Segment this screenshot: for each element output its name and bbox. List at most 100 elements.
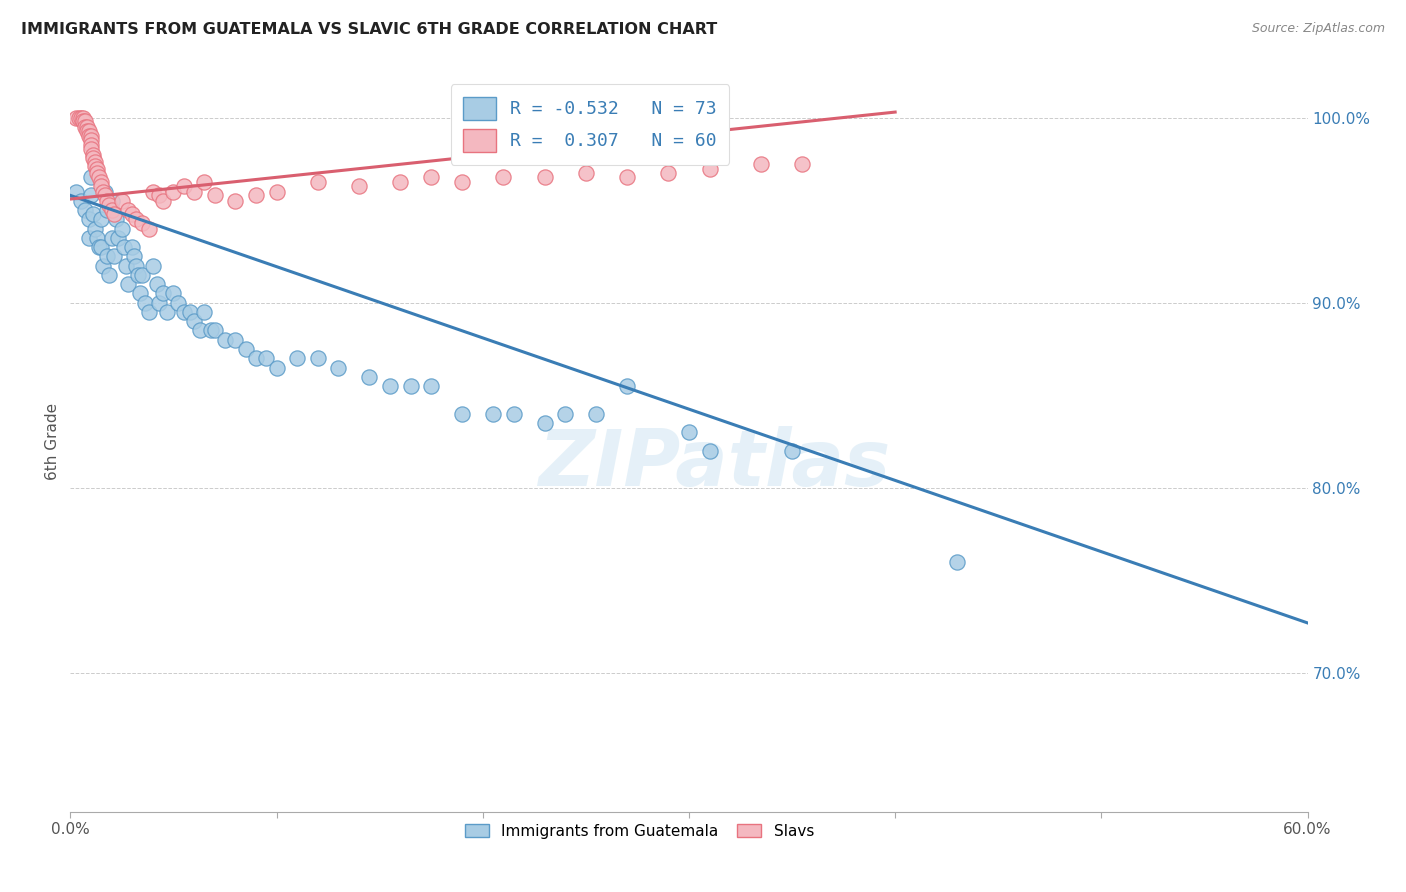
- Point: [183, 185, 205, 199]
- Point: [69, 194, 91, 208]
- Point: [76, 120, 98, 134]
- Point: [90, 212, 112, 227]
- Point: [80, 169, 103, 184]
- Point: [104, 212, 127, 227]
- Point: [91, 259, 114, 273]
- Point: [616, 169, 638, 184]
- Point: [451, 175, 474, 190]
- Point: [82, 147, 104, 161]
- Point: [451, 407, 474, 421]
- Point: [946, 555, 969, 569]
- Point: [125, 212, 148, 227]
- Point: [749, 157, 772, 171]
- Point: [193, 175, 215, 190]
- Point: [125, 259, 148, 273]
- Point: [245, 188, 267, 202]
- Point: [84, 159, 107, 173]
- Point: [77, 231, 100, 245]
- Point: [117, 203, 139, 218]
- Point: [148, 295, 170, 310]
- Point: [77, 212, 100, 227]
- Point: [100, 203, 122, 218]
- Point: [378, 379, 401, 393]
- Point: [77, 123, 100, 137]
- Point: [183, 314, 205, 328]
- Point: [179, 305, 201, 319]
- Point: [162, 286, 184, 301]
- Point: [131, 268, 153, 282]
- Point: [96, 249, 118, 263]
- Point: [188, 323, 211, 337]
- Point: [266, 360, 288, 375]
- Point: [399, 379, 422, 393]
- Point: [67, 111, 90, 125]
- Point: [138, 305, 160, 319]
- Point: [73, 114, 96, 128]
- Point: [389, 175, 412, 190]
- Point: [82, 152, 104, 166]
- Point: [72, 114, 94, 128]
- Point: [121, 240, 143, 254]
- Point: [245, 351, 267, 366]
- Point: [90, 175, 112, 190]
- Point: [616, 379, 638, 393]
- Point: [121, 207, 143, 221]
- Point: [657, 166, 679, 180]
- Point: [82, 207, 104, 221]
- Point: [107, 231, 129, 245]
- Point: [72, 111, 94, 125]
- Point: [115, 259, 138, 273]
- Point: [76, 123, 98, 137]
- Point: [65, 185, 87, 199]
- Point: [792, 157, 814, 171]
- Point: [111, 221, 134, 235]
- Point: [94, 185, 117, 199]
- Point: [100, 231, 122, 245]
- Point: [554, 407, 576, 421]
- Point: [90, 179, 112, 194]
- Point: [235, 342, 257, 356]
- Point: [142, 185, 165, 199]
- Point: [699, 443, 721, 458]
- Point: [94, 188, 117, 202]
- Point: [347, 179, 370, 194]
- Point: [307, 175, 329, 190]
- Point: [100, 194, 122, 208]
- Point: [134, 295, 156, 310]
- Point: [224, 194, 246, 208]
- Point: [193, 305, 215, 319]
- Y-axis label: 6th Grade: 6th Grade: [45, 403, 60, 480]
- Point: [359, 369, 381, 384]
- Point: [98, 197, 121, 211]
- Point: [166, 295, 188, 310]
- Point: [152, 286, 174, 301]
- Point: [156, 305, 179, 319]
- Text: Source: ZipAtlas.com: Source: ZipAtlas.com: [1251, 22, 1385, 36]
- Point: [73, 120, 96, 134]
- Point: [152, 194, 174, 208]
- Point: [173, 305, 195, 319]
- Point: [86, 162, 108, 177]
- Point: [585, 407, 607, 421]
- Point: [90, 240, 112, 254]
- Point: [129, 286, 152, 301]
- Point: [575, 166, 598, 180]
- Point: [117, 277, 139, 292]
- Point: [80, 133, 103, 147]
- Point: [214, 333, 236, 347]
- Point: [73, 203, 96, 218]
- Point: [89, 240, 111, 254]
- Point: [146, 277, 169, 292]
- Point: [84, 221, 107, 235]
- Point: [86, 231, 108, 245]
- Point: [492, 169, 515, 184]
- Point: [80, 142, 103, 156]
- Point: [80, 138, 103, 153]
- Point: [77, 129, 100, 144]
- Point: [328, 360, 350, 375]
- Point: [98, 268, 121, 282]
- Point: [482, 407, 505, 421]
- Point: [533, 416, 555, 430]
- Point: [266, 185, 288, 199]
- Point: [699, 162, 721, 177]
